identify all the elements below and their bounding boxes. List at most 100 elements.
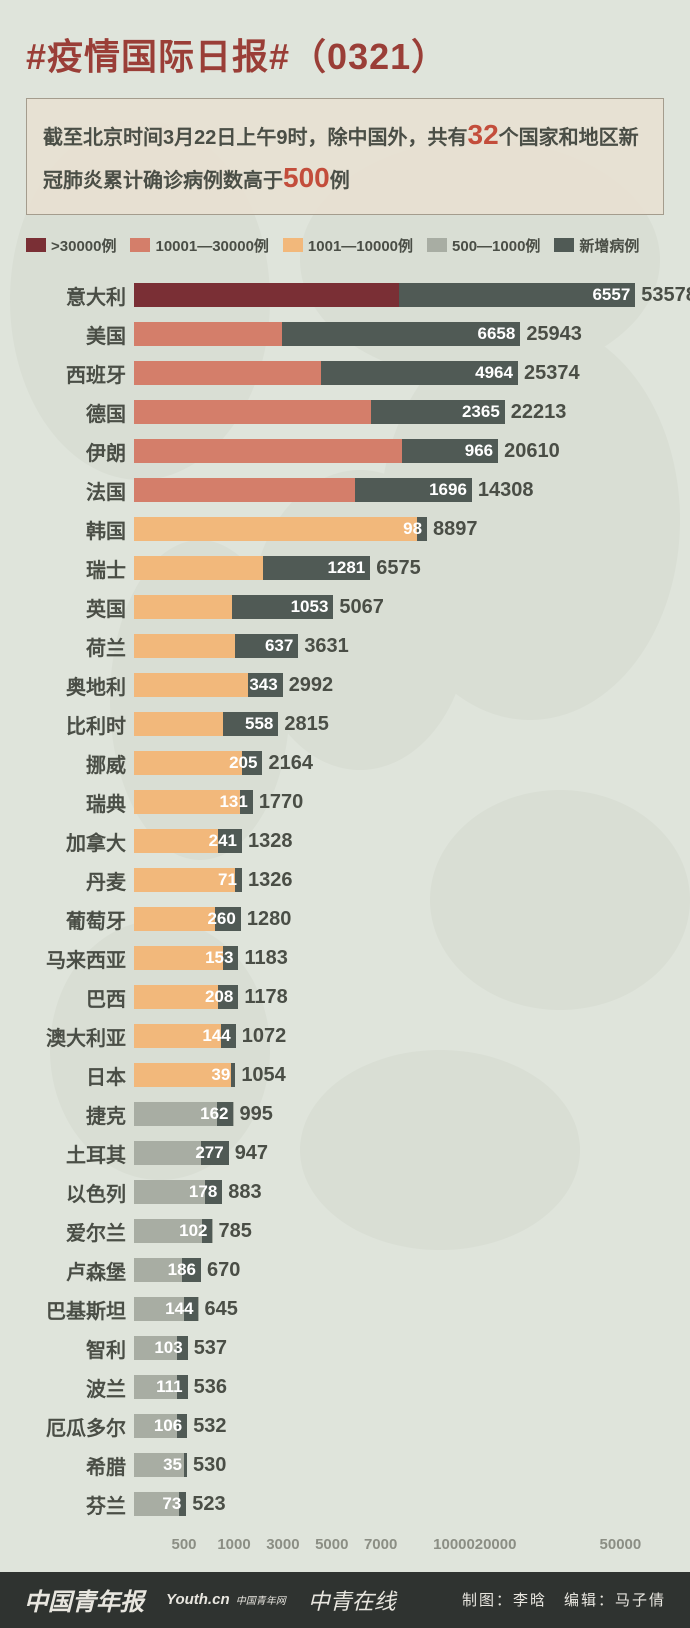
total-value: 1280 <box>241 907 292 931</box>
new-value: 205 <box>134 751 262 775</box>
brand-youth-en: Youth.cn <box>166 1591 230 1608</box>
axis-tick: 20000 <box>475 1536 517 1553</box>
axis-tick: 1000 <box>217 1536 250 1553</box>
total-value: 2164 <box>262 751 313 775</box>
country-label: 日本 <box>26 1061 134 1090</box>
new-value: 103 <box>134 1336 188 1360</box>
new-value: 6557 <box>134 283 635 307</box>
new-value: 2365 <box>134 400 505 424</box>
bar-wrap: 391054 <box>134 1063 662 1087</box>
new-value: 35 <box>134 1453 187 1477</box>
chart-row: 土耳其277947 <box>26 1134 662 1173</box>
footer-brands: 中国青年报 Youth.cn 中国青年网 中青在线 <box>24 1582 396 1617</box>
country-label: 马来西亚 <box>26 944 134 973</box>
bar-wrap: 1441072 <box>134 1024 662 1048</box>
total-value: 1183 <box>238 946 287 970</box>
chart-row: 挪威2052164 <box>26 744 662 783</box>
chart-row: 巴基斯坦144645 <box>26 1290 662 1329</box>
country-label: 比利时 <box>26 710 134 739</box>
bar-wrap: 169614308 <box>134 478 662 502</box>
brand-youth: Youth.cn 中国青年网 <box>166 1591 286 1608</box>
total-value: 1770 <box>253 790 304 814</box>
bar-wrap: 6373631 <box>134 634 662 658</box>
chart-row: 伊朗96620610 <box>26 432 662 471</box>
chart-row: 法国169614308 <box>26 471 662 510</box>
country-label: 巴基斯坦 <box>26 1295 134 1324</box>
footer: 中国青年报 Youth.cn 中国青年网 中青在线 制图：李晗 编辑：马子倩 <box>0 1572 690 1628</box>
new-value: 343 <box>134 673 283 697</box>
chart-row: 西班牙496425374 <box>26 354 662 393</box>
subtitle-count: 32 <box>468 119 499 150</box>
total-value: 6575 <box>370 556 421 580</box>
chart-row: 丹麦711326 <box>26 861 662 900</box>
new-value: 144 <box>134 1024 236 1048</box>
country-label: 美国 <box>26 320 134 349</box>
chart-row: 波兰111536 <box>26 1368 662 1407</box>
country-label: 澳大利亚 <box>26 1022 134 1051</box>
country-label: 智利 <box>26 1334 134 1363</box>
new-value: 178 <box>134 1180 222 1204</box>
bar-wrap: 111536 <box>134 1375 662 1399</box>
bar-wrap: 1531183 <box>134 946 662 970</box>
new-value: 111 <box>134 1375 188 1399</box>
bar-wrap: 10535067 <box>134 595 662 619</box>
chart-row: 加拿大2411328 <box>26 822 662 861</box>
chart-row: 澳大利亚1441072 <box>26 1017 662 1056</box>
country-label: 法国 <box>26 476 134 505</box>
legend-item: >30000例 <box>26 235 116 256</box>
legend-label: >30000例 <box>51 235 116 256</box>
legend-item: 新增病例 <box>554 235 639 256</box>
country-label: 荷兰 <box>26 632 134 661</box>
legend-label: 1001—10000例 <box>308 235 413 256</box>
new-value: 39 <box>134 1063 235 1087</box>
total-value: 883 <box>222 1180 261 1204</box>
country-label: 奥地利 <box>26 671 134 700</box>
country-label: 爱尔兰 <box>26 1217 134 1246</box>
country-label: 意大利 <box>26 281 134 310</box>
legend-item: 500—1000例 <box>427 235 540 256</box>
bar-wrap: 102785 <box>134 1219 662 1243</box>
country-label: 芬兰 <box>26 1490 134 1519</box>
total-value: 536 <box>188 1375 227 1399</box>
country-label: 捷克 <box>26 1100 134 1129</box>
bar-wrap: 144645 <box>134 1297 662 1321</box>
new-value: 106 <box>134 1414 187 1438</box>
chart-row: 芬兰73523 <box>26 1485 662 1524</box>
new-value: 277 <box>134 1141 229 1165</box>
country-label: 瑞典 <box>26 788 134 817</box>
bar-wrap: 73523 <box>134 1492 662 1516</box>
country-label: 厄瓜多尔 <box>26 1412 134 1441</box>
total-value: 995 <box>234 1102 273 1126</box>
new-value: 637 <box>134 634 298 658</box>
legend-label: 新增病例 <box>579 235 639 256</box>
total-value: 22213 <box>505 400 567 424</box>
axis-tick: 50000 <box>600 1536 642 1553</box>
chart-row: 巴西2081178 <box>26 978 662 1017</box>
total-value: 3631 <box>298 634 349 658</box>
chart-row: 意大利655753578 <box>26 276 662 315</box>
x-axis: 5001000300050007000100002000050000 <box>134 1532 662 1562</box>
total-value: 530 <box>187 1453 226 1477</box>
subtitle-threshold: 500 <box>283 162 330 193</box>
bar-wrap: 2601280 <box>134 907 662 931</box>
total-value: 2992 <box>283 673 334 697</box>
total-value: 947 <box>229 1141 268 1165</box>
new-value: 6658 <box>134 322 520 346</box>
chart-row: 爱尔兰102785 <box>26 1212 662 1251</box>
country-label: 加拿大 <box>26 827 134 856</box>
bar-wrap: 988897 <box>134 517 662 541</box>
legend-swatch <box>427 238 447 252</box>
bar-chart: 意大利655753578美国665825943西班牙496425374德国236… <box>26 276 662 1524</box>
bar-wrap: 3432992 <box>134 673 662 697</box>
new-value: 186 <box>134 1258 201 1282</box>
chart-row: 以色列178883 <box>26 1173 662 1212</box>
bar-wrap: 5582815 <box>134 712 662 736</box>
new-value: 208 <box>134 985 238 1009</box>
total-value: 25943 <box>520 322 582 346</box>
bar-wrap: 35530 <box>134 1453 662 1477</box>
legend-label: 10001—30000例 <box>155 235 268 256</box>
country-label: 韩国 <box>26 515 134 544</box>
new-value: 241 <box>134 829 242 853</box>
legend-item: 1001—10000例 <box>283 235 413 256</box>
chart-row: 奥地利3432992 <box>26 666 662 705</box>
